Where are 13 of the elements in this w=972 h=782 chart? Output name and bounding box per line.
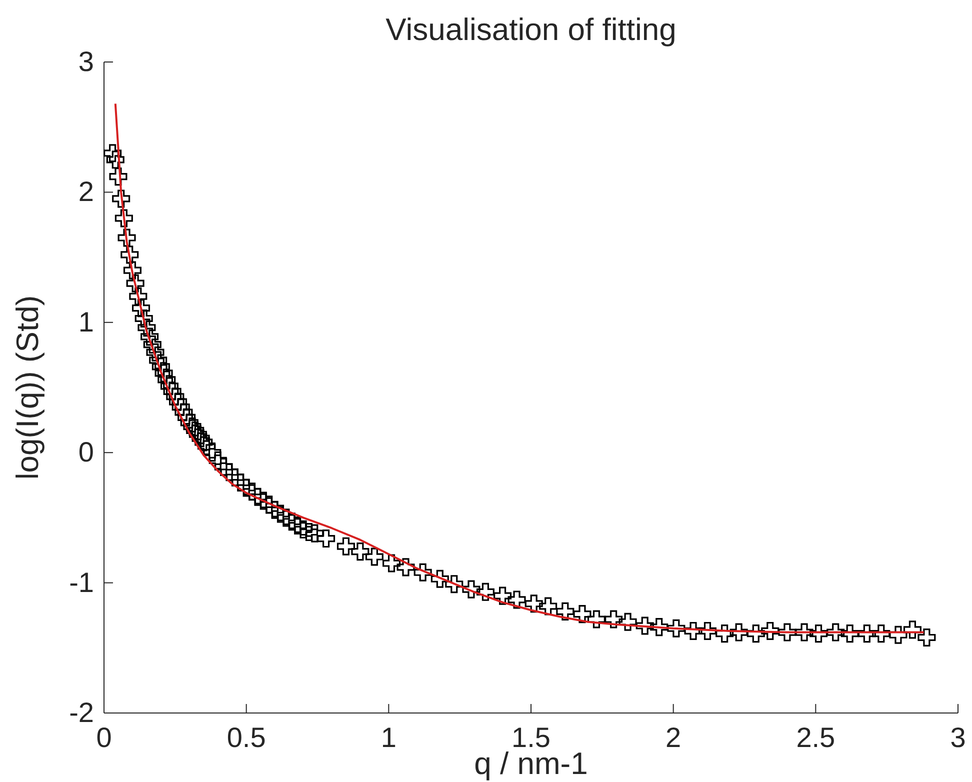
- chart-title: Visualisation of fitting: [386, 12, 676, 47]
- y-tick-label: -2: [69, 696, 94, 728]
- y-tick-label: 2: [78, 176, 94, 208]
- x-tick-label: 2: [666, 722, 682, 753]
- x-tick-label: 3: [950, 722, 966, 753]
- y-tick-label: -1: [69, 566, 94, 598]
- x-tick-label: 2.5: [796, 722, 836, 753]
- y-tick-label: 3: [78, 46, 94, 77]
- y-axis-title: log(I(q)) (Std): [10, 295, 45, 480]
- y-tick-label: 0: [78, 436, 94, 468]
- x-tick-label: 0.5: [226, 722, 266, 753]
- y-tick-label: 1: [78, 306, 94, 338]
- x-tick-label: 1: [380, 722, 396, 753]
